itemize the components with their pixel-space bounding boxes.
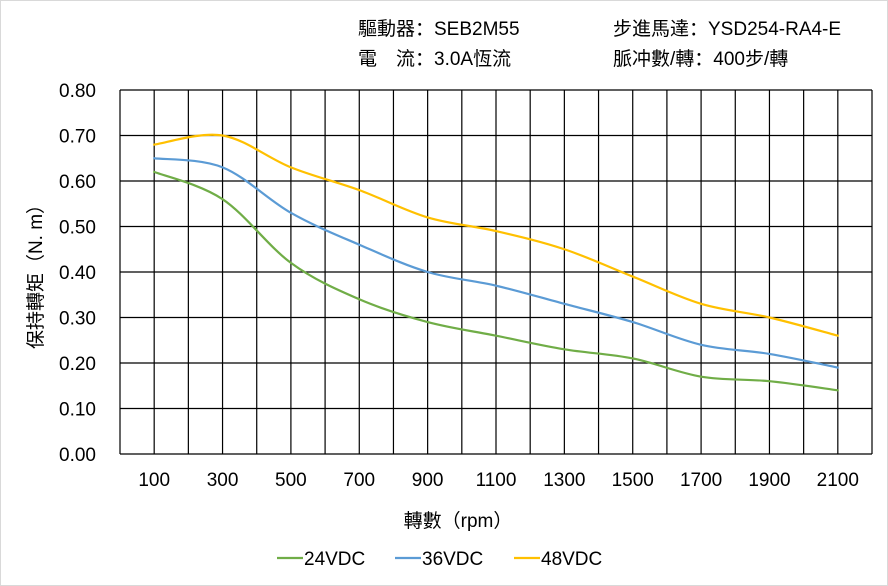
- driver-label: 驅動器：SEB2M55: [358, 19, 520, 40]
- grid: [119, 89, 873, 455]
- x-tick-label: 1700: [680, 470, 722, 491]
- x-tick-label: 500: [275, 470, 307, 491]
- x-tick-label: 1900: [748, 470, 790, 491]
- pulses-label: 脈冲數/轉：400步/轉: [613, 49, 789, 70]
- x-axis-label: 轉數（rpm）: [404, 510, 513, 532]
- x-tick-label: 900: [412, 470, 444, 491]
- current-label: 電 流：3.0A恆流: [358, 49, 512, 70]
- series-line-36vdc: [153, 157, 839, 369]
- legend: 24VDC 36VDC 48VDC: [277, 549, 602, 570]
- motor-label: 步進馬達：YSD254-RA4-E: [613, 19, 842, 40]
- y-tick-label: 0.10: [59, 400, 96, 421]
- y-tick-labels: 0.00 0.10 0.20 0.30 0.40 0.50 0.60 0.70 0.80: [59, 81, 96, 466]
- x-tick-label: 700: [343, 470, 375, 491]
- legend-label-24vdc: 24VDC: [304, 549, 365, 570]
- x-tick-label: 300: [207, 470, 239, 491]
- legend-label-36vdc: 36VDC: [422, 549, 483, 570]
- y-tick-label: 0.70: [59, 127, 96, 148]
- x-tick-label: 2100: [817, 470, 859, 491]
- y-tick-label: 0.20: [59, 354, 96, 375]
- y-tick-label: 0.40: [59, 263, 96, 284]
- series-line-24vdc: [153, 170, 839, 392]
- y-tick-label: 0.60: [59, 172, 96, 193]
- x-tick-label: 1100: [476, 470, 517, 491]
- series-lines: [153, 133, 839, 392]
- x-tick-label: 1500: [612, 470, 654, 491]
- x-tick-labels: 100 300 500 700 900 1100 1300 1500 1700 1900 2100: [138, 470, 859, 491]
- legend-label-48vdc: 48VDC: [541, 549, 602, 570]
- y-axis-label: 保持轉矩（N. m）: [25, 195, 47, 349]
- y-tick-label: 0.50: [59, 218, 96, 239]
- y-tick-label: 0.80: [59, 81, 96, 102]
- y-tick-label: 0.00: [59, 445, 96, 466]
- series-line-48vdc: [153, 133, 839, 337]
- y-tick-label: 0.30: [59, 309, 96, 330]
- x-tick-label: 1300: [543, 470, 585, 491]
- x-tick-label: 100: [138, 470, 170, 491]
